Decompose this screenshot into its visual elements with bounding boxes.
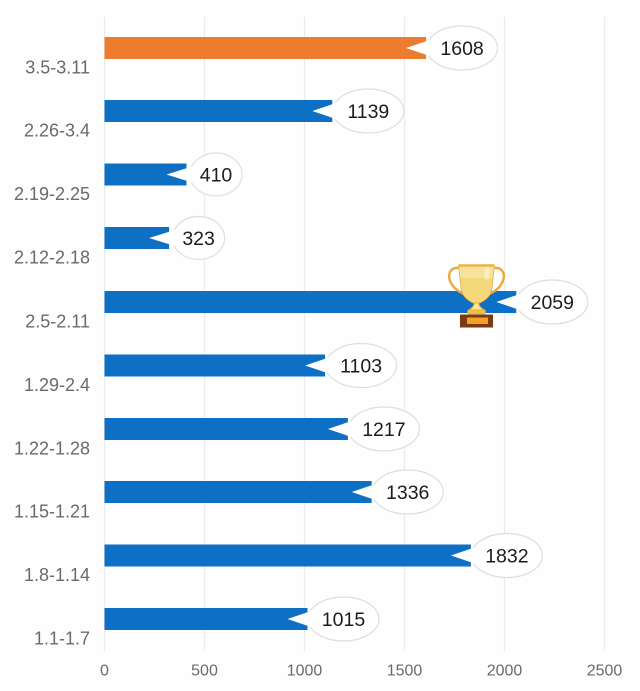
svg-text:1608: 1608 <box>440 38 483 60</box>
svg-text:1103: 1103 <box>340 356 382 378</box>
svg-text:2059: 2059 <box>531 292 574 314</box>
svg-text:2.19-2.25: 2.19-2.25 <box>14 184 90 204</box>
svg-text:3.5-3.11: 3.5-3.11 <box>25 58 90 78</box>
svg-text:1000: 1000 <box>287 663 323 680</box>
svg-text:323: 323 <box>182 228 215 250</box>
svg-text:1015: 1015 <box>322 609 366 631</box>
svg-text:410: 410 <box>200 165 233 187</box>
svg-text:2000: 2000 <box>487 663 523 680</box>
svg-text:1500: 1500 <box>387 663 423 680</box>
svg-text:2.5-2.11: 2.5-2.11 <box>25 312 90 332</box>
svg-text:1.1-1.7: 1.1-1.7 <box>34 629 90 649</box>
svg-text:1217: 1217 <box>362 419 405 441</box>
svg-text:1139: 1139 <box>347 101 389 123</box>
svg-text:1336: 1336 <box>386 482 429 504</box>
svg-text:1.15-1.21: 1.15-1.21 <box>14 502 90 522</box>
svg-text:2.26-3.4: 2.26-3.4 <box>24 121 90 141</box>
svg-text:1.22-1.28: 1.22-1.28 <box>14 439 90 459</box>
svg-text:1.8-1.14: 1.8-1.14 <box>24 565 90 585</box>
svg-text:2500: 2500 <box>587 663 623 680</box>
svg-text:0: 0 <box>100 663 109 680</box>
svg-text:1832: 1832 <box>485 546 528 568</box>
svg-text:500: 500 <box>191 663 218 680</box>
svg-text:2.12-2.18: 2.12-2.18 <box>14 248 90 268</box>
svg-text:1.29-2.4: 1.29-2.4 <box>24 375 90 395</box>
